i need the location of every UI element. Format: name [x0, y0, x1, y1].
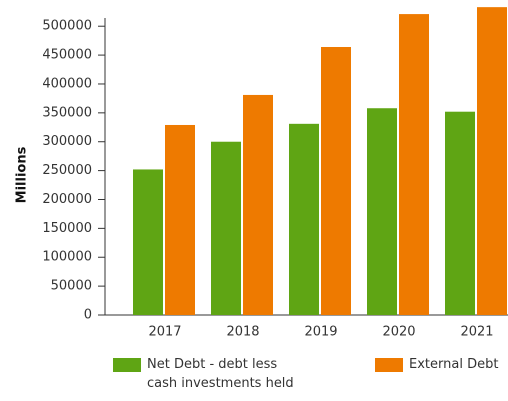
- legend-label: External Debt: [409, 357, 499, 372]
- y-tick-label: 300000: [42, 134, 92, 149]
- bar: [477, 7, 507, 315]
- legend-swatch: [375, 358, 403, 372]
- bar: [367, 108, 397, 315]
- bar: [399, 14, 429, 316]
- y-tick-label: 400000: [42, 76, 92, 91]
- legend-swatch: [113, 358, 141, 372]
- y-tick-label: 350000: [42, 105, 92, 120]
- y-tick-label: 250000: [42, 163, 92, 178]
- y-tick-label: 150000: [42, 221, 92, 236]
- bar: [289, 123, 319, 315]
- bar: [165, 124, 195, 316]
- x-tick-label: 2017: [148, 325, 181, 340]
- y-tick-label: 450000: [42, 48, 92, 63]
- y-tick-label: 100000: [42, 250, 92, 265]
- y-tick-label: 200000: [42, 192, 92, 207]
- legend-item: External Debt: [375, 355, 498, 374]
- x-tick-label: 2021: [460, 325, 493, 340]
- x-tick-label: 2020: [382, 325, 415, 340]
- x-tick-label: 2018: [226, 325, 259, 340]
- legend-label: Net Debt - debt less cash investments he…: [147, 357, 294, 391]
- x-tick-label: 2019: [304, 325, 337, 340]
- bar: [445, 111, 475, 315]
- bar: [243, 94, 273, 315]
- bar: [211, 141, 241, 315]
- bar: [133, 169, 163, 315]
- y-axis-label: Millions: [15, 146, 30, 203]
- y-tick-label: 50000: [51, 279, 92, 294]
- y-tick-label: 500000: [42, 19, 92, 34]
- y-tick-label: 0: [84, 308, 92, 323]
- legend-item: Net Debt - debt less cash investments he…: [113, 355, 303, 393]
- bar: [321, 47, 351, 315]
